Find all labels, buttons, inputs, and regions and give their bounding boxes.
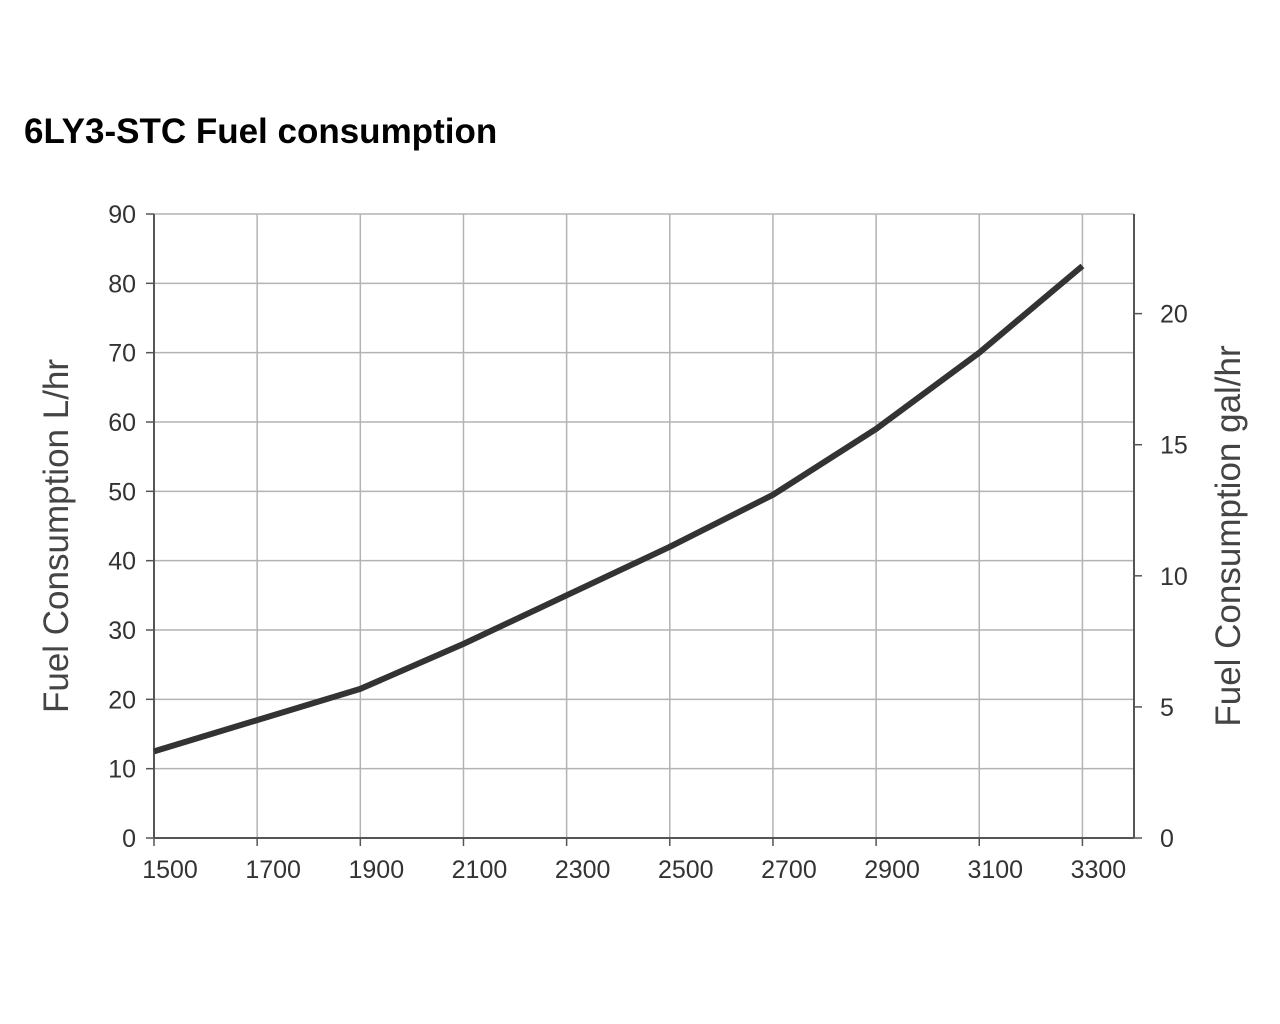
x-tick-label: 2900 [864,856,920,884]
y-axis-label-right: Fuel Consumption gal/hr [1209,345,1248,727]
y-tick-label: 70 [108,340,136,368]
y-tick-label: 80 [108,270,136,298]
y-tick-label: 40 [108,548,136,576]
y-tick-label: 30 [108,617,136,645]
series-layer [153,263,1085,755]
y-right-tick-label: 20 [1160,301,1188,329]
x-tick-label: 3100 [967,856,1023,884]
y-tick-label: 50 [108,478,136,506]
x-tick-label: 1500 [142,856,198,884]
y-right-tick-label: 5 [1160,694,1174,722]
x-tick-label: 2500 [658,856,714,884]
y-tick-label: 0 [122,825,136,853]
x-tick-label: 1700 [245,856,301,884]
y-right-tick-label: 10 [1160,563,1188,591]
y-tick-label: 60 [108,409,136,437]
y-tick-label: 20 [108,686,136,714]
y-axis-label-left: Fuel Consumption L/hr [37,359,76,713]
axes [146,213,1142,846]
series-line-0 [153,263,1085,755]
tick-labels: 0 10 20 30 40 50 60 70 80 90 0 5 10 15 20 1500 1700 1900 2… [108,201,1188,884]
x-tick-label: 2100 [452,856,508,884]
x-tick-label: 2700 [761,856,817,884]
y-right-tick-label: 0 [1160,825,1174,853]
y-tick-label: 90 [108,201,136,229]
x-tick-label: 2300 [555,856,611,884]
grid [154,213,1134,838]
y-right-tick-label: 15 [1160,432,1188,460]
y-tick-label: 10 [108,756,136,784]
x-tick-label: 3300 [1071,856,1127,884]
x-tick-label: 1900 [349,856,405,884]
chart-title: 6LY3-STC Fuel consumption [24,112,498,151]
